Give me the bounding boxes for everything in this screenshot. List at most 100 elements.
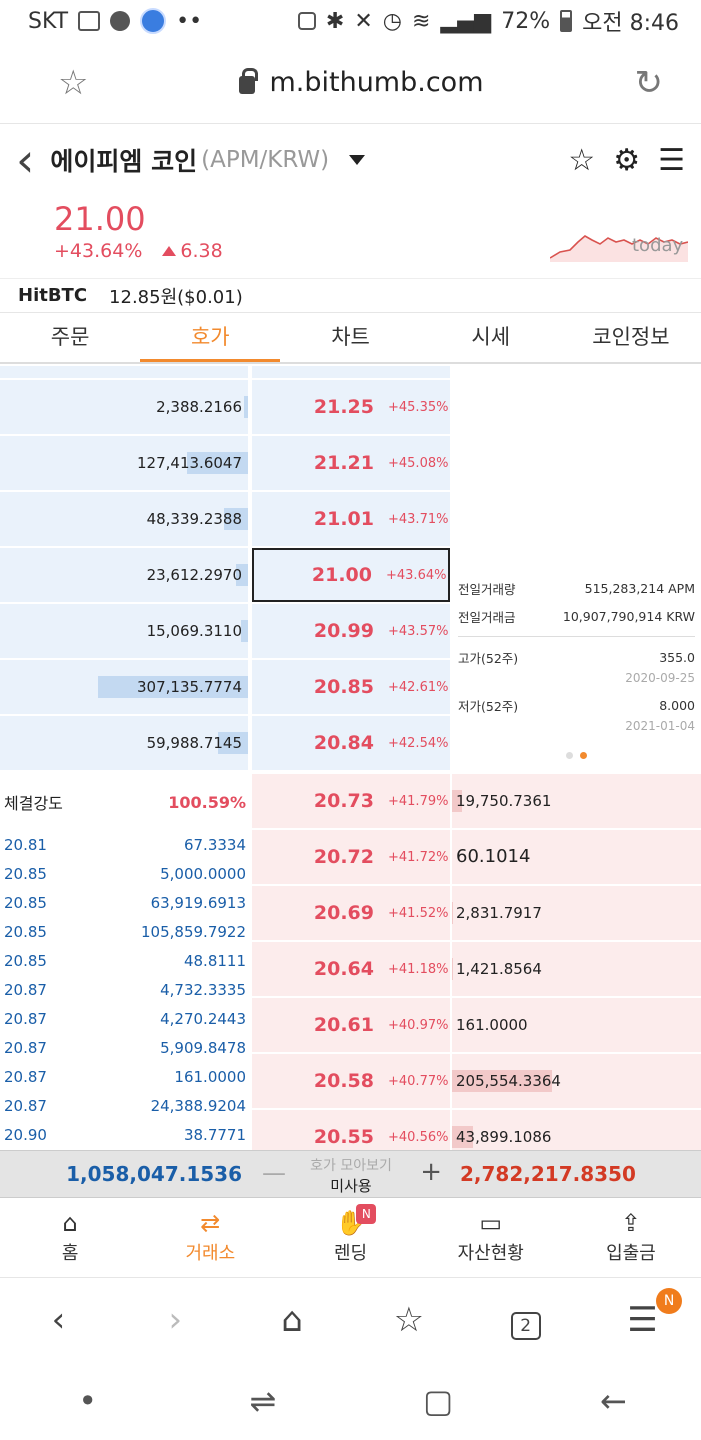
favorite-star-icon[interactable]: ☆: [568, 142, 596, 178]
bottom-nav: ⌂ 홈 ⇄ 거래소 ✋ N 렌딩 ▭ 자산현황 ⇪ 입출금: [0, 1198, 701, 1278]
ask-total: 1,058,047.1536: [66, 1162, 242, 1186]
tab-coin-info[interactable]: 코인정보: [592, 325, 670, 349]
trade-row: 20.87 4,270.2443: [0, 1004, 250, 1033]
bid-quantity-value: 1,421.8564: [456, 960, 542, 978]
tab-orderbook[interactable]: 호가: [140, 313, 281, 362]
ask-quantity: 23,612.2970: [0, 548, 248, 602]
ask-price-cell[interactable]: 21.01 +43.71%: [252, 492, 450, 546]
bid-price-cell[interactable]: 20.61 +40.97%: [252, 998, 450, 1052]
bid-price-cell[interactable]: 20.73 +41.79%: [252, 774, 450, 828]
ask-row[interactable]: 127,413.6047 21.21 +45.08%: [0, 436, 701, 492]
nav-assets-label: 자산현황: [457, 1242, 524, 1264]
ask-price: 21.00: [311, 564, 372, 586]
system-nav-bar: • ⇌ ▢ ←: [0, 1362, 701, 1440]
bid-row[interactable]: 20.73 +41.79% 19,750.7361: [0, 774, 701, 830]
ask-price-cell[interactable]: 20.99 +43.57%: [252, 604, 450, 658]
bid-quantity: 2,831.7917: [452, 886, 701, 940]
coin-pair[interactable]: (APM/KRW): [201, 147, 330, 173]
browser-toolbar: ‹ › ⌂ ☆ 2 ☰ N: [0, 1278, 701, 1362]
browser-home-icon[interactable]: ⌂: [281, 1300, 303, 1340]
ask-price-cell[interactable]: 20.84 +42.54%: [252, 716, 450, 770]
ask-row[interactable]: 15,069.3110 20.99 +43.57%: [0, 604, 701, 660]
bid-row[interactable]: 20.64 +41.18% 1,421.8564: [0, 942, 701, 998]
ask-quantity-value: 15,069.3110: [146, 622, 242, 640]
bid-price-cell[interactable]: 20.58 +40.77%: [252, 1054, 450, 1108]
trade-price: 20.87: [4, 1067, 47, 1086]
ask-price-cell[interactable]: 21.00 +43.64%: [252, 548, 450, 602]
bid-price-cell[interactable]: 20.72 +41.72%: [252, 830, 450, 884]
recents-dot-icon[interactable]: •: [78, 1382, 98, 1420]
bid-depth-bar: [452, 790, 462, 812]
bid-row[interactable]: 20.69 +41.52% 2,831.7917: [0, 886, 701, 942]
home-button-icon[interactable]: ▢: [423, 1382, 454, 1420]
bookmark-star-icon[interactable]: ☆: [58, 62, 89, 103]
ask-row[interactable]: 59,988.7145 20.84 +42.54%: [0, 716, 701, 772]
ask-percent: +43.64%: [386, 567, 447, 583]
coin-dropdown-icon[interactable]: [349, 155, 366, 165]
grouping-value[interactable]: 미사용: [330, 1177, 372, 1195]
high-52w-date: 2020-09-25: [625, 671, 695, 685]
bid-price-cell[interactable]: 20.69 +41.52%: [252, 886, 450, 940]
trade-row: 20.81 67.3334: [0, 830, 250, 859]
change-percent: +43.64%: [54, 240, 143, 262]
pager-dot[interactable]: [566, 752, 573, 759]
recent-apps-icon[interactable]: ⇌: [249, 1382, 277, 1420]
ask-price-cell[interactable]: 20.85 +42.61%: [252, 660, 450, 714]
system-back-icon[interactable]: ←: [599, 1382, 627, 1420]
browser-forward-icon[interactable]: ›: [168, 1300, 183, 1340]
bid-percent: +40.77%: [388, 1073, 449, 1089]
trade-quantity: 67.3334: [183, 835, 246, 854]
ask-row[interactable]: 48,339.2388 21.01 +43.71%: [0, 492, 701, 548]
nav-transfer[interactable]: ⇪ 입출금: [561, 1198, 701, 1277]
plus-icon[interactable]: +: [420, 1157, 442, 1187]
clock: 오전 8:46: [582, 11, 679, 36]
ask-row[interactable]: 307,135.7774 20.85 +42.61%: [0, 660, 701, 716]
ask-price-cell[interactable]: 21.25 +45.35%: [252, 380, 450, 434]
bluetooth-icon: ✱: [325, 8, 345, 34]
bid-percent: +41.79%: [388, 793, 449, 809]
main-tabs: 주문 호가 차트 시세 코인정보: [0, 312, 701, 364]
prev-volume-label: 전일거래량: [458, 581, 516, 597]
signal-icon: ▂▄▆: [440, 8, 492, 34]
trade-price: 20.85: [4, 864, 47, 883]
nav-assets[interactable]: ▭ 자산현황: [421, 1198, 561, 1277]
ask-price: 20.99: [313, 620, 374, 642]
ask-quantity: 127,413.6047: [0, 436, 248, 490]
browser-menu-icon[interactable]: ☰ N: [584, 1288, 701, 1340]
ask-row[interactable]: 23,612.2970 21.00 +43.64%: [0, 548, 701, 604]
ask-price-cell[interactable]: 21.21 +45.08%: [252, 436, 450, 490]
ask-price: 20.85: [313, 676, 374, 698]
nav-lending[interactable]: ✋ N 렌딩: [280, 1198, 420, 1277]
nav-exchange[interactable]: ⇄ 거래소: [140, 1198, 280, 1277]
external-exchange: HitBTC: [18, 285, 88, 306]
bid-row[interactable]: 20.72 +41.72% 60.1014: [0, 830, 701, 886]
browser-tabs-icon[interactable]: 2: [467, 1300, 584, 1340]
trade-row: 20.87 161.0000: [0, 1062, 250, 1091]
ask-row[interactable]: 2,388.2166 21.25 +45.35%: [0, 380, 701, 436]
minus-icon[interactable]: —: [262, 1159, 286, 1187]
hamburger-menu-icon[interactable]: ☰: [658, 142, 685, 178]
browser-bookmarks-icon[interactable]: ☆: [393, 1300, 425, 1340]
tab-market[interactable]: 시세: [471, 325, 511, 349]
battery-icon: [560, 10, 573, 32]
bid-price-cell[interactable]: 20.64 +41.18%: [252, 942, 450, 996]
pager-dot-active[interactable]: [580, 752, 587, 759]
trade-price: 20.90: [4, 1125, 47, 1144]
back-arrow-icon[interactable]: ‹: [16, 133, 35, 187]
ask-price: 21.01: [313, 508, 374, 530]
browser-back-icon[interactable]: ‹: [51, 1300, 66, 1340]
bid-row[interactable]: 20.58 +40.77% 205,554.3364: [0, 1054, 701, 1110]
coin-name[interactable]: 에이피엠 코인: [50, 147, 198, 176]
trade-price: 20.87: [4, 1009, 47, 1028]
tab-order[interactable]: 주문: [50, 325, 90, 349]
bid-price: 20.72: [313, 846, 374, 868]
nav-home[interactable]: ⌂ 홈: [0, 1198, 140, 1277]
info-pager[interactable]: [566, 752, 587, 759]
reload-icon[interactable]: ↻: [634, 62, 663, 103]
bid-price: 20.61: [313, 1014, 374, 1036]
settings-gear-icon[interactable]: ⚙: [613, 142, 641, 178]
lock-icon: [239, 67, 259, 94]
url-field[interactable]: m.bithumb.com: [239, 67, 484, 98]
tab-chart[interactable]: 차트: [331, 325, 370, 349]
bid-row[interactable]: 20.61 +40.97% 161.0000: [0, 998, 701, 1054]
